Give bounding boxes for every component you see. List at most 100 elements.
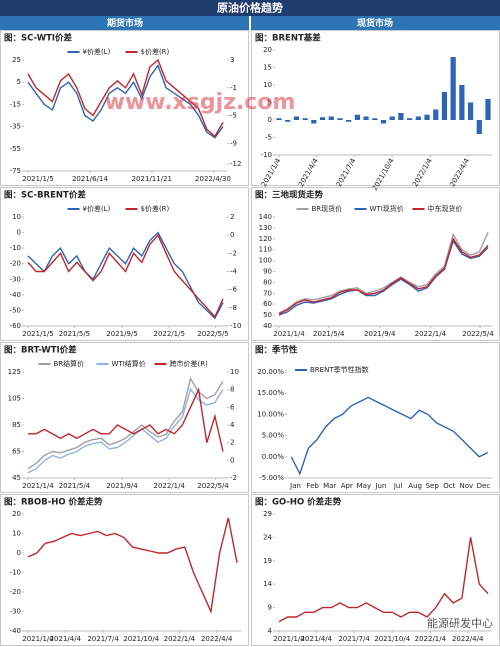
y-tick-label: 9 <box>268 604 272 612</box>
x-tick-label: Apr <box>341 482 353 490</box>
y-tick-label: -35 <box>10 123 21 131</box>
x-tick-label: 2021/5/4 <box>59 482 91 490</box>
x-tick-label: 2022/1/4 <box>411 157 434 189</box>
y-tick-label: -60 <box>10 322 21 330</box>
y-tick-label: 60 <box>263 300 272 308</box>
x-tick-label: 2021/7/4 <box>87 635 119 643</box>
chart-title: 图：SC-BRENT价差 <box>4 190 86 201</box>
y-tick-label: -10 <box>261 151 272 159</box>
x-tick-label: 2021/11/21 <box>132 175 172 183</box>
x-tick-label: 2021/1/5 <box>22 330 53 338</box>
y-tick-label: 15 <box>263 64 272 72</box>
y2-tick-label: 6 <box>230 403 235 411</box>
x-tick-label: 2021/9/4 <box>364 330 396 338</box>
bar <box>363 116 369 120</box>
bar <box>337 118 343 120</box>
y2-tick-label: 0 <box>230 231 234 239</box>
y-tick-label: 20 <box>263 46 272 54</box>
y-tick-label: 105 <box>8 395 21 403</box>
bar <box>398 113 404 120</box>
subheader-left-text: 期货市场 <box>107 17 143 29</box>
bar <box>285 120 291 122</box>
bar <box>380 120 387 124</box>
y-tick-label: -10 <box>10 244 21 252</box>
x-tick-label: 2021/4/4 <box>301 635 333 643</box>
y-tick-label: 15.00% <box>257 389 284 397</box>
y-tick-label: 90 <box>263 268 272 276</box>
series-line <box>27 58 224 138</box>
y-tick-label: 10 <box>12 213 21 221</box>
x-tick-label: 2021/1/4 <box>22 635 54 643</box>
bar <box>302 118 308 120</box>
legend-label: $价差(R) <box>141 47 170 56</box>
x-tick-label: 2022/4/4 <box>452 635 484 643</box>
x-tick-label: Nov <box>460 482 474 490</box>
series-line <box>278 239 489 316</box>
y-tick-label: 0 <box>17 549 21 557</box>
series-line <box>27 376 224 470</box>
legend-label: 跨市价差(R) <box>170 359 209 368</box>
y-tick-label: 130 <box>259 224 272 232</box>
y2-tick-label: -6 <box>230 286 238 294</box>
legend-label: WTI现货价 <box>370 204 404 213</box>
y-tick-label: -55 <box>10 145 21 153</box>
legend-label: BR结算价 <box>54 359 85 368</box>
legend-label: $价差(R) <box>141 204 170 213</box>
chart-title: 图：三地现货走势 <box>255 190 324 201</box>
x-tick-label: 2021/9/5 <box>106 330 137 338</box>
bar <box>441 92 448 120</box>
panel <box>0 30 249 186</box>
subheader-right-text: 现货市场 <box>357 17 393 29</box>
y-tick-label: 40 <box>263 322 272 330</box>
x-tick-label: 2022/1/4 <box>153 482 185 490</box>
panel <box>0 187 249 341</box>
y-tick-label: -5 <box>265 134 272 142</box>
series-line <box>27 233 224 319</box>
chart-title: 图：GO-HO 价差走势 <box>255 497 342 508</box>
chart-title: 图：BRENT基差 <box>255 33 321 44</box>
bar <box>433 109 439 120</box>
y-tick-label: 5 <box>268 99 272 107</box>
bar <box>372 118 378 120</box>
x-tick-label: 2022/5/5 <box>197 330 228 338</box>
watermark: 能源研发中心 <box>427 616 493 630</box>
bar <box>311 120 317 124</box>
y-tick-label: 25 <box>12 56 21 64</box>
x-tick-label: Oct <box>443 482 455 490</box>
header-bar <box>0 0 500 16</box>
subheader-left <box>0 16 249 30</box>
x-tick-label: Feb <box>306 482 319 490</box>
y-tick-label: -50 <box>10 306 21 314</box>
bar <box>459 85 465 120</box>
y2-tick-label: -8 <box>230 304 237 312</box>
watermark: www.xsgjz.com <box>105 90 296 115</box>
series-line <box>27 387 224 474</box>
y-tick-label: -40 <box>10 627 21 635</box>
bar <box>319 117 326 120</box>
y-tick-label: 100 <box>259 257 272 265</box>
x-tick-label: 2022/1/4 <box>415 330 447 338</box>
panel <box>0 342 249 493</box>
bar <box>450 57 456 120</box>
chart-title: 图：RBOB-HO 价差走势 <box>4 497 103 508</box>
x-tick-label: 2022/1/4 <box>415 635 447 643</box>
x-tick-label: 2021/10/4 <box>123 635 159 643</box>
y2-tick-label: -5 <box>230 112 237 120</box>
bar <box>293 116 300 120</box>
bar <box>415 116 421 120</box>
x-tick-label: Sep <box>426 482 440 490</box>
y-tick-label: 5 <box>17 78 21 86</box>
y-tick-label: -75 <box>10 167 21 175</box>
panel <box>0 494 249 646</box>
x-tick-label: 2022/1/4 <box>164 635 196 643</box>
y2-tick-label: -4 <box>230 268 238 276</box>
y-tick-label: 0 <box>268 116 272 124</box>
x-tick-label: 2021/10/4 <box>371 157 396 193</box>
y2-tick-label: 8 <box>230 386 234 394</box>
y-tick-label: 65 <box>12 448 21 456</box>
bar <box>407 118 413 120</box>
series-line <box>278 232 489 314</box>
y-tick-label: 4 <box>268 627 273 635</box>
series-line <box>278 537 489 623</box>
x-tick-label: 2021/5/4 <box>313 330 345 338</box>
